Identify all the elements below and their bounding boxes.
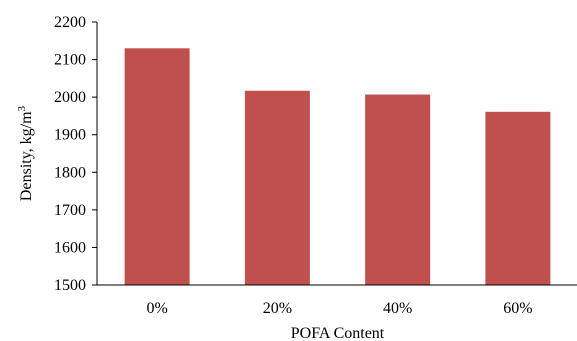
- y-axis-ticks: 1500 1600 1700 1800 1900 2000 2100 2200: [54, 14, 97, 294]
- x-tick-label: 60%: [503, 300, 532, 317]
- bars: [124, 48, 551, 286]
- bar-0pct: [124, 48, 190, 285]
- bar-60pct: [485, 111, 551, 285]
- y-tick-label: 1500: [54, 277, 86, 294]
- bar-20pct: [244, 90, 310, 286]
- y-tick-label: 2000: [54, 89, 86, 106]
- y-tick-label: 2200: [54, 14, 86, 31]
- x-tick-label: 20%: [263, 300, 292, 317]
- y-tick-label: 1800: [54, 164, 86, 181]
- x-tick-label: 40%: [383, 300, 412, 317]
- y-tick-label: 1700: [54, 202, 86, 219]
- x-axis-ticks: 0% 20% 40% 60%: [146, 300, 532, 317]
- x-axis-title: POFA Content: [291, 325, 385, 341]
- x-tick-label: 0%: [146, 300, 167, 317]
- y-axis-title-superscript: 3: [16, 105, 28, 111]
- bar-40pct: [365, 94, 431, 286]
- y-tick-label: 1600: [54, 239, 86, 256]
- y-tick-label: 2100: [54, 52, 86, 69]
- y-axis-title: Density, kg/m3: [16, 105, 35, 201]
- y-axis-title-main: Density, kg/m: [18, 111, 35, 201]
- y-tick-label: 1900: [54, 127, 86, 144]
